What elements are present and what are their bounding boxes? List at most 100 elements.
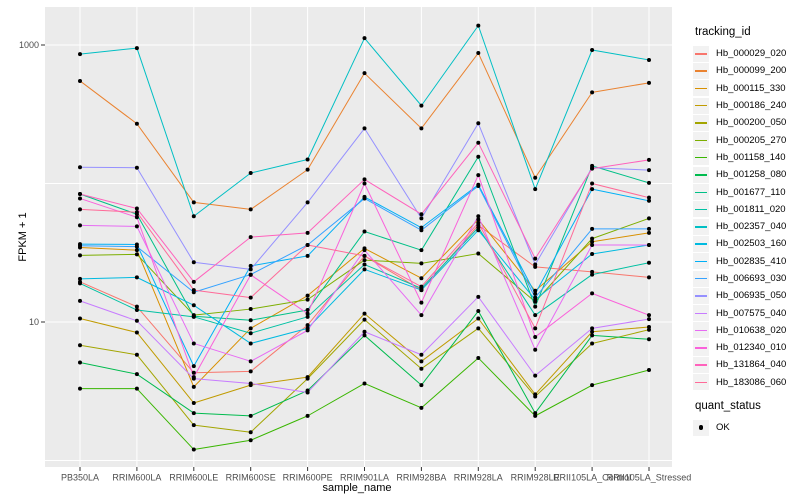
legend-key — [693, 114, 709, 131]
legend-key — [693, 218, 709, 235]
data-point-Hb_001677_110 — [533, 304, 538, 309]
data-point-Hb_001811_020 — [590, 272, 595, 277]
data-point-Hb_001258_080 — [362, 333, 367, 338]
legend-swatch-line — [695, 105, 707, 107]
legend-title-tracking: tracking_id — [695, 26, 751, 38]
data-point-Hb_006693_030 — [419, 228, 424, 233]
legend-item-Hb_010638_020: Hb_010638_020 — [693, 322, 786, 339]
legend-item-Hb_001677_110: Hb_001677_110 — [693, 183, 786, 201]
legend-swatch-line — [695, 329, 707, 332]
data-point-Hb_131864_040 — [533, 256, 538, 261]
legend-item-label: Hb_000205_270 — [716, 134, 787, 146]
legend-key — [693, 235, 709, 252]
data-point-Hb_000099_200 — [78, 78, 82, 83]
data-point-Hb_131864_040 — [134, 206, 139, 211]
data-point-Hb_006935_050 — [419, 216, 424, 221]
legend-swatch-line — [695, 243, 707, 245]
legend-key — [693, 80, 709, 97]
legend-item-Hb_012340_010: Hb_012340_010 — [693, 339, 786, 356]
data-point-Hb_000186_240 — [476, 316, 481, 321]
data-point-Hb_001258_080 — [134, 372, 139, 377]
legend-item-label: Hb_001677_110 — [716, 186, 786, 198]
data-point-Hb_007575_040 — [647, 317, 651, 322]
data-point-Hb_001158_140 — [476, 355, 481, 360]
data-point-Hb_006693_030 — [476, 183, 481, 188]
data-point-Hb_012340_010 — [476, 173, 481, 178]
data-point-Hb_000200_050 — [78, 343, 82, 348]
legend-swatch-line — [695, 347, 707, 349]
data-point-Hb_001158_140 — [191, 447, 196, 452]
data-point-Hb_006693_030 — [362, 196, 367, 201]
x-tick-label: RRIM928LA — [454, 473, 503, 483]
legend-swatch-line — [695, 381, 707, 384]
data-point-Hb_131864_040 — [191, 279, 196, 284]
data-point-Hb_006693_030 — [78, 243, 82, 248]
data-point-Hb_131864_040 — [647, 157, 651, 162]
data-point-Hb_002835_410 — [191, 364, 196, 369]
data-point-Hb_000205_270 — [419, 261, 424, 266]
x-tick-label: RRIM600SE — [226, 473, 276, 483]
legend-key — [693, 270, 709, 287]
legend-quant: quant_status OK — [693, 400, 761, 436]
legend-swatch-line — [695, 260, 707, 263]
data-point-Hb_183086_060 — [362, 253, 367, 258]
x-tick-label: RRII105LA_Control — [553, 473, 631, 483]
legend-key — [693, 322, 709, 339]
data-point-Hb_002835_410 — [305, 253, 310, 258]
data-point-Hb_001811_020 — [134, 308, 139, 313]
legend-item-label: Hb_001811_020 — [716, 203, 786, 215]
legend-key — [693, 305, 709, 322]
data-point-Hb_000205_270 — [248, 307, 253, 312]
legend-quant-items: OK — [693, 419, 761, 436]
data-point-Hb_006935_050 — [533, 262, 538, 267]
data-point-Hb_183086_060 — [305, 242, 310, 247]
data-point-Hb_131864_040 — [476, 140, 481, 145]
data-point-Hb_000029_020 — [191, 370, 196, 375]
legend-item-Hb_000200_050: Hb_000200_050 — [693, 114, 786, 131]
data-point-Hb_002357_040 — [647, 57, 651, 62]
data-point-Hb_001158_140 — [134, 386, 139, 391]
legend-item-Hb_007575_040: Hb_007575_040 — [693, 304, 786, 322]
data-point-Hb_000029_020 — [647, 275, 651, 280]
data-point-Hb_000099_200 — [248, 207, 253, 212]
data-point-Hb_000029_020 — [248, 369, 253, 374]
data-point-Hb_000099_200 — [476, 51, 481, 56]
data-point-Hb_012340_010 — [362, 181, 367, 186]
data-point-Hb_007575_040 — [419, 352, 424, 357]
data-point-Hb_000099_200 — [419, 126, 424, 131]
data-point-Hb_001677_110 — [419, 248, 424, 253]
data-point-Hb_000200_050 — [533, 394, 538, 399]
data-point-Hb_002357_040 — [533, 187, 538, 192]
data-point-Hb_002357_040 — [78, 52, 82, 57]
data-point-Hb_002503_160 — [248, 341, 253, 346]
y-tick-label: 1000 — [19, 40, 39, 50]
data-point-Hb_001677_110 — [305, 308, 310, 313]
legend-item-Hb_001258_080: Hb_001258_080 — [693, 166, 786, 183]
data-point-Hb_000099_200 — [533, 175, 538, 180]
data-point-Hb_006935_050 — [134, 165, 139, 170]
data-point-Hb_183086_060 — [134, 210, 139, 215]
legend-item-label: Hb_000099_200 — [716, 65, 787, 77]
data-point-Hb_000099_200 — [191, 200, 196, 205]
data-point-Hb_002835_410 — [647, 198, 651, 203]
plot-panel — [45, 7, 672, 467]
y-axis-title: FPKM + 1 — [17, 212, 29, 261]
data-point-Hb_000115_330 — [134, 248, 139, 253]
legend-key — [693, 287, 709, 304]
legend-item-Hb_000099_200: Hb_000099_200 — [693, 62, 786, 79]
data-point-Hb_001258_080 — [419, 383, 424, 388]
data-point-Hb_001158_140 — [248, 438, 253, 443]
data-point-Hb_007575_040 — [134, 318, 139, 323]
data-point-Hb_183086_060 — [476, 220, 481, 225]
legend-swatch-line — [695, 87, 707, 90]
data-point-Hb_000115_330 — [647, 230, 651, 235]
legend-key — [693, 132, 709, 149]
data-point-Hb_002503_160 — [590, 251, 595, 256]
legend-key — [693, 45, 709, 62]
legend-item-quant-OK: OK — [693, 419, 761, 436]
data-point-Hb_002503_160 — [476, 228, 481, 233]
data-point-Hb_000186_240 — [78, 316, 82, 321]
legend-swatch-line — [695, 278, 707, 280]
legend-swatch-line — [695, 191, 707, 193]
